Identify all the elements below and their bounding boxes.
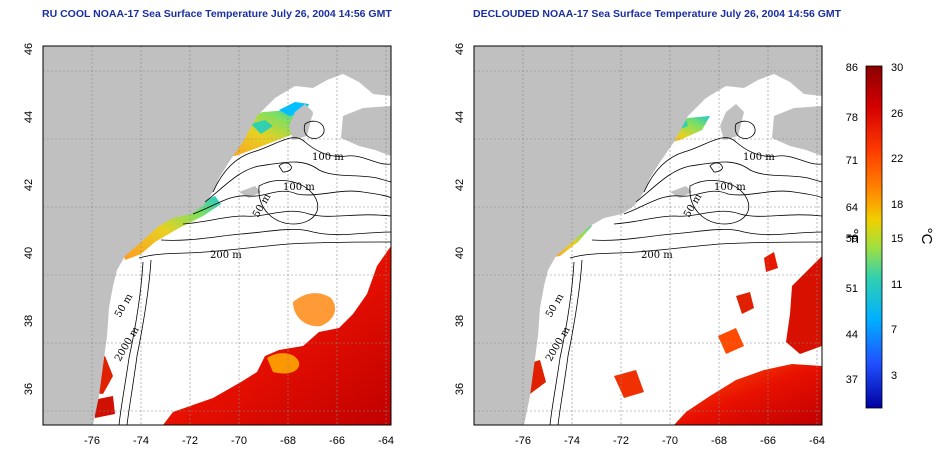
- right-lat-tick: 44: [454, 111, 466, 123]
- right-lat-tick: 42: [454, 179, 466, 191]
- right-lon-tick: -70: [662, 435, 678, 447]
- colorbar-f-tick: 71: [846, 155, 858, 167]
- left-lat-tick: 42: [23, 179, 35, 191]
- colorbar-c-tick: 11: [891, 279, 902, 291]
- left-lon-tick: -74: [133, 435, 149, 447]
- left-lon-tick: -68: [280, 435, 296, 447]
- right-lon-tick: -76: [515, 435, 531, 447]
- right-contour-label-4: 200 m: [641, 250, 673, 261]
- colorbar-fahrenheit-unit: °F: [844, 228, 861, 243]
- left-lon-tick: -76: [84, 435, 100, 447]
- left-lat-tick: 36: [23, 383, 35, 395]
- left-frame: [42, 45, 392, 426]
- left-lon-tick: -64: [378, 435, 394, 447]
- left-lat-tick: 40: [23, 247, 35, 259]
- right-lon-axis: -76 -74 -72 -70 -68 -66 -64: [515, 435, 825, 447]
- left-lon-tick: -70: [231, 435, 247, 447]
- colorbar-c-tick: 15: [891, 233, 903, 245]
- colorbar-f-tick: 44: [846, 329, 858, 341]
- colorbar-c-tick: 18: [891, 199, 903, 211]
- right-contour-label-1: 100 m: [743, 152, 775, 163]
- right-panel-title: DECLOUDED NOAA-17 Sea Surface Temperatur…: [473, 8, 842, 20]
- right-warm-declouded-data: [520, 252, 822, 425]
- right-lon-tick: -74: [564, 435, 580, 447]
- left-contour-label-2: 100 m: [283, 182, 315, 193]
- colorbar-c-tick: 22: [891, 153, 903, 165]
- colorbar-f-tick: 64: [846, 202, 858, 214]
- right-lon-tick: -68: [711, 435, 727, 447]
- left-panel-title: RU COOL NOAA-17 Sea Surface Temperature …: [42, 8, 392, 20]
- right-frame: [473, 45, 823, 426]
- colorbar-celsius-ticks: 30 26 22 18 15 11 7 3: [891, 62, 903, 382]
- right-lat-axis: 46 44 42 40 38 36: [454, 43, 466, 395]
- colorbar-fahrenheit-ticks: 86 78 71 64 59 51 44 37: [846, 62, 858, 386]
- colorbar-f-tick: 78: [846, 112, 858, 124]
- left-contour-label-1: 100 m: [312, 152, 344, 163]
- colorbar-f-tick: 59: [846, 233, 858, 245]
- left-lat-tick: 46: [23, 43, 35, 55]
- colorbar: 86 78 71 64 59 51 44 37 30 26 22 18 15 1…: [844, 62, 935, 409]
- left-lon-tick: -72: [182, 435, 198, 447]
- left-lat-tick: 38: [23, 315, 35, 327]
- colorbar-f-tick: 51: [846, 283, 858, 295]
- left-contour-label-4: 200 m: [210, 250, 242, 261]
- colorbar-c-tick: 3: [891, 370, 897, 382]
- right-lon-tick: -66: [760, 435, 776, 447]
- colorbar-c-tick: 7: [891, 324, 897, 336]
- right-lat-tick: 38: [454, 315, 466, 327]
- left-lat-axis: 46 44 42 40 38 36: [23, 43, 35, 395]
- left-lon-axis: -76 -74 -72 -70 -68 -66 -64: [84, 435, 394, 447]
- colorbar-c-tick: 26: [891, 108, 903, 120]
- left-lat-tick: 44: [23, 111, 35, 123]
- left-map: 100 m 100 m 50 m 200 m 50 m 2000 m 46 44…: [23, 43, 394, 447]
- colorbar-celsius-unit: °C: [918, 228, 935, 245]
- right-lat-tick: 40: [454, 247, 466, 259]
- colorbar-c-tick: 30: [891, 62, 903, 74]
- right-lon-tick: -64: [809, 435, 825, 447]
- right-lat-tick: 46: [454, 43, 466, 55]
- right-lat-tick: 36: [454, 383, 466, 395]
- colorbar-gradient: [865, 65, 883, 409]
- colorbar-f-tick: 86: [846, 62, 858, 74]
- right-contour-label-2: 100 m: [714, 182, 746, 193]
- left-lon-tick: -66: [329, 435, 345, 447]
- right-map: 100 m 100 m 50 m 200 m 50 m 2000 m 46 44…: [454, 43, 825, 447]
- colorbar-f-tick: 37: [846, 374, 858, 386]
- right-lon-tick: -72: [613, 435, 629, 447]
